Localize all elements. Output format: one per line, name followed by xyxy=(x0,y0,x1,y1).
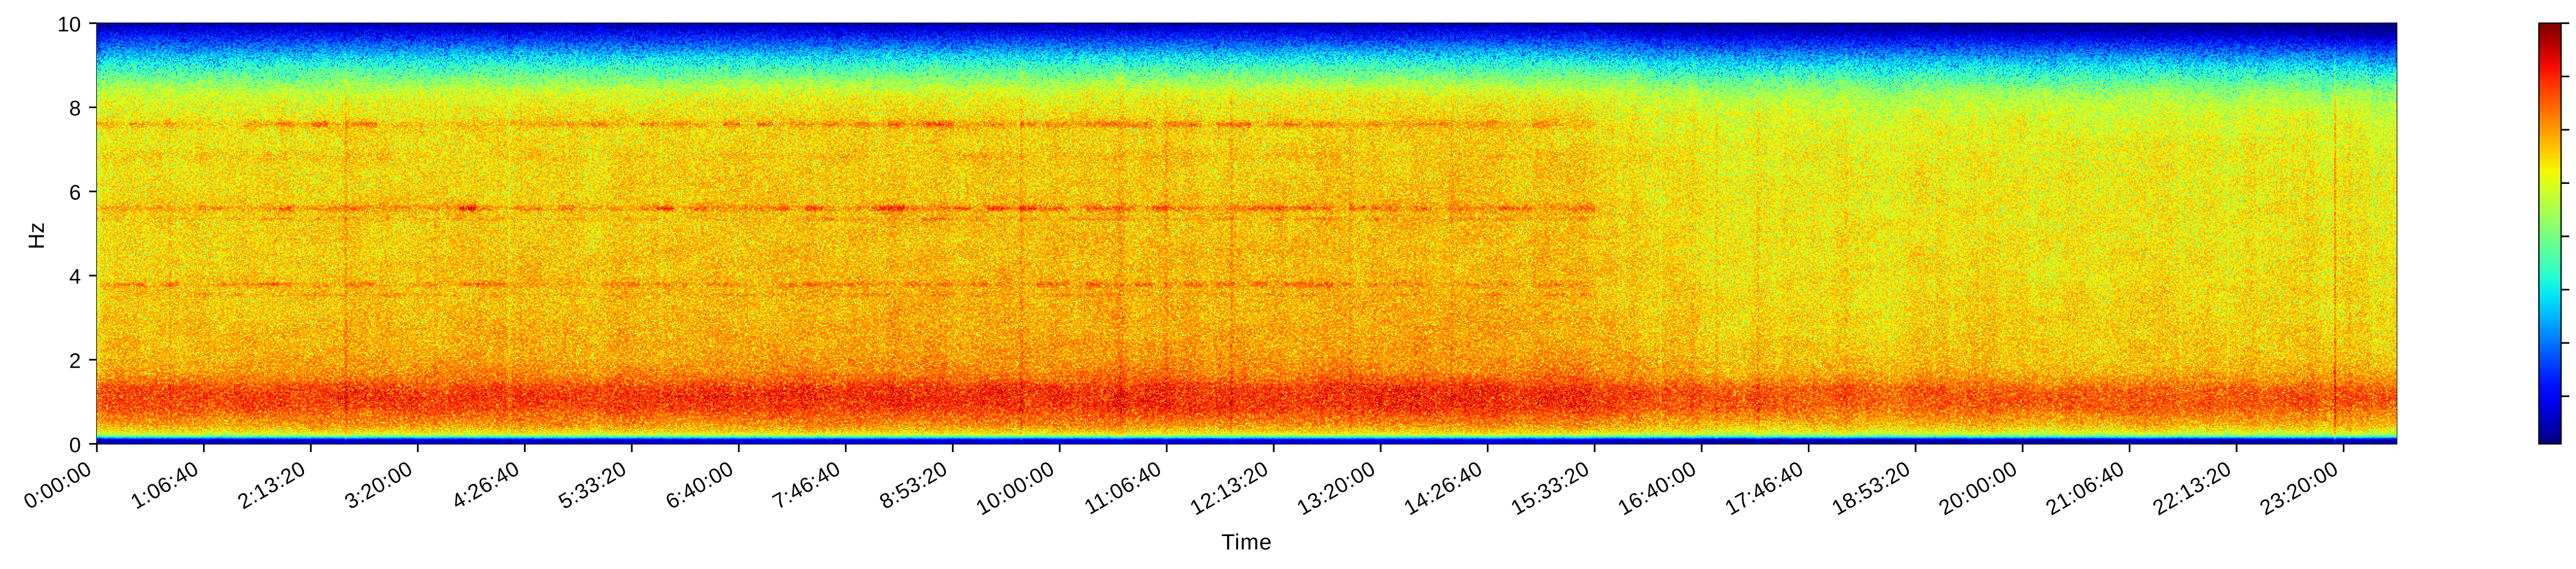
svg-text:22:13:20: 22:13:20 xyxy=(2149,456,2235,520)
svg-text:2:13:20: 2:13:20 xyxy=(233,456,310,514)
svg-text:7:46:40: 7:46:40 xyxy=(769,456,845,514)
svg-text:6: 6 xyxy=(69,181,81,204)
svg-text:Hz: Hz xyxy=(24,222,49,250)
svg-text:10:00:00: 10:00:00 xyxy=(972,456,1058,520)
svg-text:12:13:20: 12:13:20 xyxy=(1186,456,1273,520)
svg-text:10: 10 xyxy=(57,12,81,36)
svg-text:21:06:40: 21:06:40 xyxy=(2042,456,2128,520)
svg-text:13:20:00: 13:20:00 xyxy=(1293,456,1379,520)
svg-text:16:40:00: 16:40:00 xyxy=(1614,456,1700,520)
svg-text:5:33:20: 5:33:20 xyxy=(554,456,631,514)
svg-text:8: 8 xyxy=(69,96,81,120)
svg-text:Time: Time xyxy=(1222,530,1273,555)
svg-text:0:00:00: 0:00:00 xyxy=(20,456,96,514)
svg-text:15:33:20: 15:33:20 xyxy=(1507,456,1594,520)
svg-text:17:46:40: 17:46:40 xyxy=(1721,456,1807,520)
svg-text:2: 2 xyxy=(69,349,81,372)
svg-text:6:40:00: 6:40:00 xyxy=(662,456,738,514)
svg-text:11:06:40: 11:06:40 xyxy=(1080,456,1166,519)
svg-text:8:53:20: 8:53:20 xyxy=(875,456,952,514)
svg-text:18:53:20: 18:53:20 xyxy=(1828,456,1914,520)
svg-text:23:20:00: 23:20:00 xyxy=(2256,456,2342,520)
svg-text:20:00:00: 20:00:00 xyxy=(1935,456,2021,520)
svg-text:3:20:00: 3:20:00 xyxy=(341,456,417,514)
svg-text:14:26:40: 14:26:40 xyxy=(1400,456,1486,520)
svg-text:4: 4 xyxy=(69,265,81,288)
svg-text:0: 0 xyxy=(69,433,81,457)
svg-text:1:06:40: 1:06:40 xyxy=(127,456,203,514)
svg-text:4:26:40: 4:26:40 xyxy=(448,456,524,514)
